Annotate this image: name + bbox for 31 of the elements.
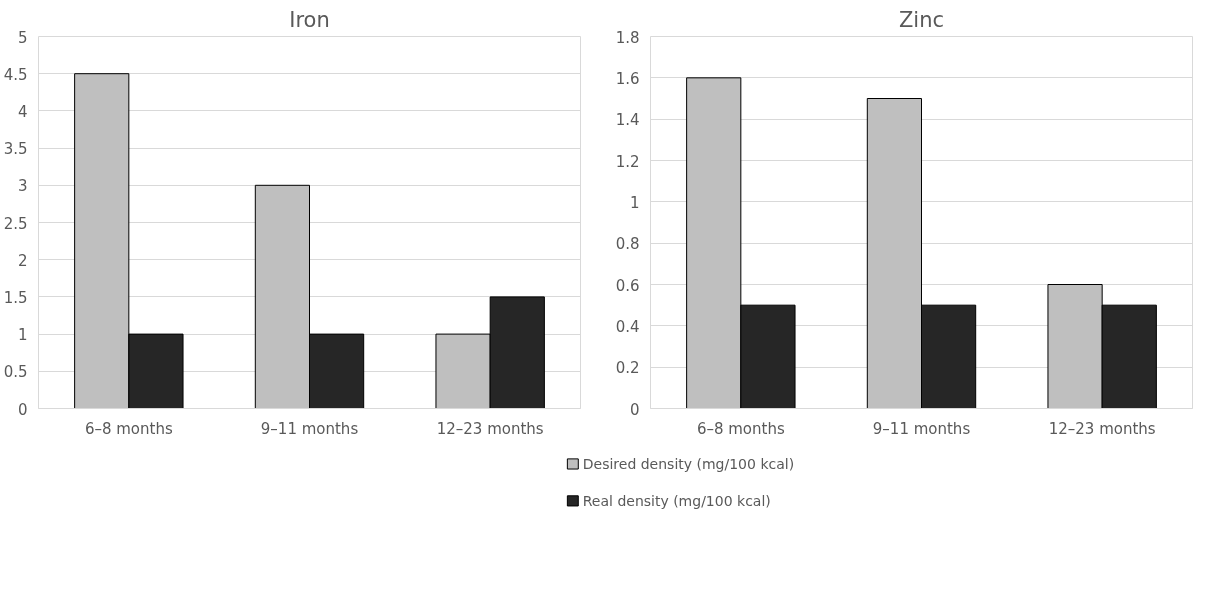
y-tick-label: 2.5 bbox=[3, 214, 28, 233]
y-tick-label: 0.4 bbox=[615, 317, 640, 336]
y-tick-label: 0.8 bbox=[615, 235, 640, 254]
y-tick-label: 1 bbox=[17, 326, 28, 345]
y-tick-label: 4 bbox=[17, 102, 28, 121]
y-tick-label: 3.5 bbox=[3, 140, 28, 159]
y-tick-label: 1.5 bbox=[3, 288, 28, 307]
y-tick-label: 4.5 bbox=[3, 65, 28, 84]
x-tick-label: 12–23 months bbox=[436, 419, 544, 438]
y-tick-label: 1.4 bbox=[615, 111, 640, 130]
y-tick-label: 0.6 bbox=[615, 276, 640, 295]
x-tick-label: 9–11 months bbox=[872, 419, 971, 438]
y-tick-label: 5 bbox=[17, 28, 28, 47]
x-tick-label: 6–8 months bbox=[84, 419, 173, 438]
y-tick-label: 0 bbox=[629, 400, 640, 419]
y-tick-label: 0.5 bbox=[3, 363, 28, 382]
y-tick-label: 0 bbox=[17, 400, 28, 419]
y-tick-label: 0.2 bbox=[615, 359, 640, 378]
legend-label: Real density (mg/100 kcal) bbox=[582, 492, 771, 509]
chart-title: Zinc bbox=[898, 7, 945, 32]
y-tick-label: 3 bbox=[17, 177, 28, 196]
x-tick-label: 6–8 months bbox=[696, 419, 785, 438]
x-tick-label: 9–11 months bbox=[260, 419, 359, 438]
y-tick-label: 1 bbox=[629, 193, 640, 212]
chart-title: Iron bbox=[289, 7, 330, 32]
y-tick-label: 1.6 bbox=[615, 69, 640, 88]
y-tick-label: 1.8 bbox=[615, 28, 640, 47]
y-tick-label: 1.2 bbox=[615, 152, 640, 171]
y-tick-label: 2 bbox=[17, 251, 28, 270]
x-tick-label: 12–23 months bbox=[1048, 419, 1156, 438]
legend-label: Desired density (mg/100 kcal) bbox=[582, 455, 795, 472]
